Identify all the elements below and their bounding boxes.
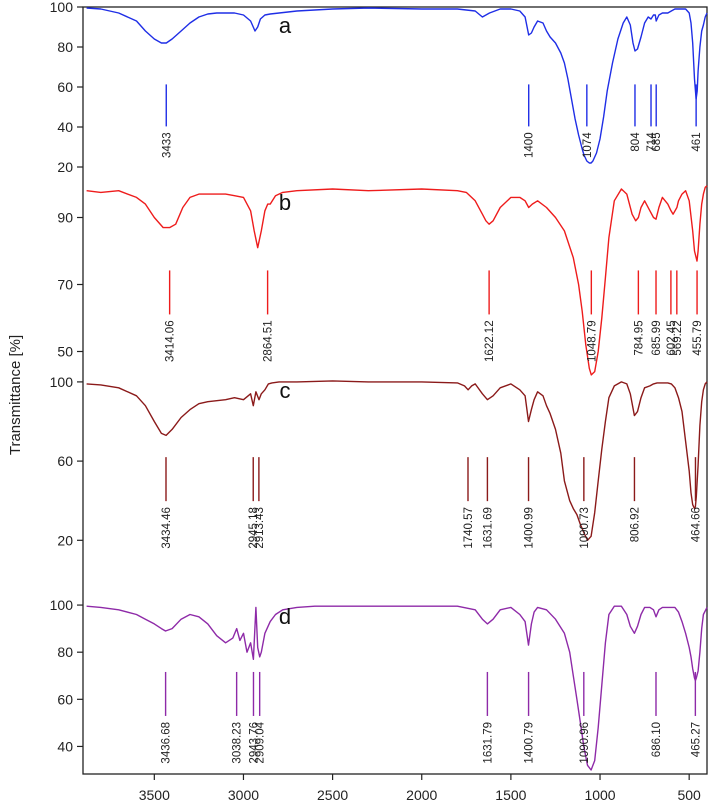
series-line-b: [86, 185, 708, 376]
y-tick-label: 100: [50, 374, 74, 390]
peak-label: 685.99: [651, 320, 663, 355]
y-tick-label: 20: [57, 532, 73, 548]
peak-label: 2945.18: [248, 507, 260, 549]
peak-label: 1400.99: [524, 507, 536, 549]
peak-label: 455.79: [692, 320, 704, 355]
peak-label: 784.95: [633, 320, 645, 355]
peak-label: 1074: [582, 132, 594, 158]
peak-label: 714: [646, 132, 658, 152]
y-tick-label: 100: [50, 0, 74, 15]
y-tick-label: 70: [57, 277, 73, 293]
y-axis-title: Transmittance [%]: [7, 335, 24, 455]
peak-label: 461: [691, 132, 703, 151]
peak-label: 569.22: [672, 320, 684, 355]
plot-frame: [82, 6, 708, 775]
y-tick-label: 80: [57, 644, 73, 660]
panel-letter: a: [279, 13, 292, 38]
peak-label: 686.10: [651, 722, 663, 757]
peak-label: 1090.96: [579, 722, 591, 764]
peak-label: 1622.12: [484, 320, 496, 362]
y-tick-label: 60: [57, 691, 73, 707]
peak-label: 3414.06: [165, 320, 177, 362]
y-tick-label: 100: [50, 597, 74, 613]
peak-label: 1740.57: [463, 507, 475, 549]
peak-label: 1048.79: [586, 320, 598, 362]
y-tick-label: 90: [57, 210, 73, 226]
x-axis: 3500 3000 2500 2000 1500 1000 500: [139, 774, 701, 803]
x-tick-label: 3000: [228, 787, 259, 803]
peak-label: 465.27: [690, 722, 702, 757]
x-tick-label: 1000: [584, 787, 615, 803]
peak-label: 1090.73: [579, 507, 591, 549]
peak-label: 1400.79: [524, 722, 536, 764]
x-tick-label: 2000: [406, 787, 437, 803]
peak-label: 464.66: [691, 507, 703, 542]
y-tick-label: 40: [57, 119, 73, 135]
peak-label: 1631.79: [482, 722, 494, 764]
x-tick-label: 2500: [317, 787, 348, 803]
peak-label: 804: [630, 132, 642, 152]
peak-label: 2909.04: [255, 721, 267, 763]
x-tick-label: 3500: [139, 787, 170, 803]
panel-letter: c: [280, 378, 291, 403]
peak-label: 2943.76: [249, 722, 261, 764]
peak-label: 3434.46: [161, 507, 173, 549]
peak-label: 1631.69: [482, 507, 494, 549]
y-tick-label: 60: [57, 79, 73, 95]
series-line-a: [86, 7, 708, 164]
x-tick-label: 500: [677, 787, 701, 803]
peak-label: 685: [651, 132, 663, 151]
peak-label: 3433: [161, 132, 173, 158]
peak-label: 806.92: [630, 507, 642, 542]
series-line-d: [86, 605, 708, 771]
peak-label: 602.45: [666, 320, 678, 355]
y-tick-label: 20: [57, 159, 73, 175]
peak-label: 2864.51: [263, 320, 275, 362]
peak-label: 2913.43: [254, 507, 266, 549]
series-line-c: [86, 380, 708, 541]
y-tick-label: 60: [57, 453, 73, 469]
peak-label: 1400: [524, 132, 536, 158]
panel-letter: b: [279, 190, 291, 215]
y-tick-label: 40: [57, 738, 73, 754]
panel-b: 90 70 50 b 3414.06 2864.51 1622.12 1048.79 784.9…: [57, 185, 708, 376]
panel-letter: d: [279, 604, 291, 629]
peak-label: 3436.68: [161, 722, 173, 764]
y-tick-label: 50: [57, 344, 73, 360]
x-tick-label: 1500: [495, 787, 526, 803]
y-tick-label: 80: [57, 39, 73, 55]
peak-label: 3038.23: [232, 722, 244, 764]
